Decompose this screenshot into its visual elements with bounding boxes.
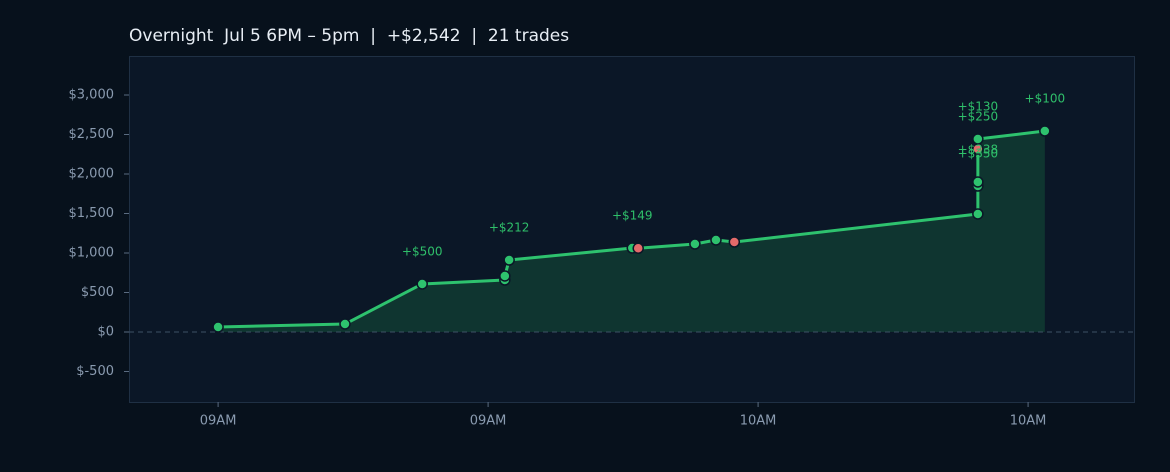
point xyxy=(972,176,984,188)
y-tick-label: $-500 xyxy=(76,364,114,379)
point xyxy=(339,318,351,330)
annotation: +$212 xyxy=(489,221,530,235)
x-tick-label: 09AM xyxy=(470,414,507,429)
point xyxy=(212,321,224,333)
point xyxy=(689,238,701,250)
y-tick-label: $500 xyxy=(81,285,114,300)
point xyxy=(710,234,722,246)
annotation: +$500 xyxy=(402,244,443,258)
x-tick-label: 09AM xyxy=(200,414,237,429)
x-tick-label: 10AM xyxy=(1010,414,1047,429)
point xyxy=(1039,125,1051,137)
y-tick-label: $3,000 xyxy=(69,87,115,102)
x-tick-label: 10AM xyxy=(740,414,777,429)
annotation: +$350 xyxy=(958,147,999,161)
point xyxy=(416,278,428,290)
area xyxy=(218,131,1045,333)
annotation: +$238 xyxy=(958,142,999,156)
y-tick-label: $0 xyxy=(97,325,114,340)
y-tick-label: $1,500 xyxy=(69,206,115,221)
point xyxy=(972,208,984,220)
point xyxy=(728,236,741,248)
y-tick-label: $2,500 xyxy=(69,127,115,142)
point xyxy=(503,254,515,266)
point xyxy=(972,133,984,145)
annotation: +$130 xyxy=(958,100,999,114)
y-tick-label: $2,000 xyxy=(69,167,115,182)
point xyxy=(632,242,644,255)
annotation: +$149 xyxy=(612,209,653,223)
annotation: +$250 xyxy=(958,110,999,124)
chart-title: Overnight Jul 5 6PM – 5pm | +$2,542 | 21… xyxy=(129,26,569,46)
point xyxy=(499,270,511,282)
annotation: +$100 xyxy=(1025,92,1066,106)
y-tick-label: $1,000 xyxy=(69,246,115,261)
